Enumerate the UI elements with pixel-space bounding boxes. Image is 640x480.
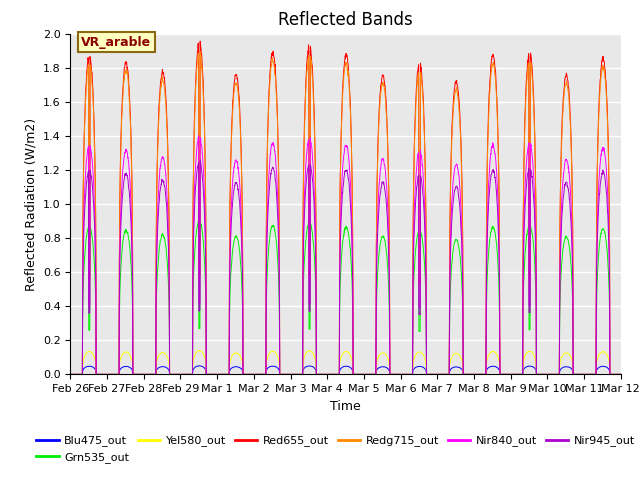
- Grn535_out: [584, 372, 591, 377]
- Nir840_out: [568, 246, 576, 252]
- Grn535_out: [220, 372, 228, 377]
- Nir840_out: [67, 372, 74, 377]
- Red655_out: [67, 372, 74, 377]
- Red655_out: [362, 372, 369, 377]
- Line: Redg715_out: Redg715_out: [70, 52, 621, 374]
- Line: Nir945_out: Nir945_out: [70, 160, 621, 374]
- Yel580_out: [568, 359, 576, 365]
- Nir945_out: [362, 372, 369, 377]
- Red655_out: [220, 372, 228, 377]
- Nir945_out: [584, 372, 591, 377]
- Nir840_out: [374, 215, 381, 221]
- Nir945_out: [196, 157, 204, 163]
- Text: VR_arable: VR_arable: [81, 36, 152, 48]
- Yel580_out: [617, 372, 625, 377]
- Nir840_out: [584, 372, 591, 377]
- Yel580_out: [506, 372, 513, 377]
- Grn535_out: [67, 372, 74, 377]
- Nir840_out: [362, 372, 369, 377]
- Redg715_out: [220, 372, 228, 377]
- Line: Nir840_out: Nir840_out: [70, 136, 621, 374]
- Blu475_out: [220, 372, 228, 377]
- Nir945_out: [67, 372, 74, 377]
- Y-axis label: Reflected Radiation (W/m2): Reflected Radiation (W/m2): [24, 118, 37, 290]
- Grn535_out: [374, 271, 381, 276]
- Blu475_out: [196, 363, 204, 369]
- Redg715_out: [196, 49, 204, 55]
- Grn535_out: [362, 372, 369, 377]
- Blu475_out: [584, 372, 591, 377]
- Nir945_out: [506, 372, 513, 377]
- Grn535_out: [617, 372, 625, 377]
- Yel580_out: [584, 372, 591, 377]
- Grn535_out: [506, 372, 513, 377]
- Redg715_out: [617, 372, 625, 377]
- Red655_out: [196, 38, 204, 44]
- Nir945_out: [220, 372, 228, 377]
- Red655_out: [374, 153, 381, 159]
- X-axis label: Time: Time: [330, 400, 361, 413]
- Nir840_out: [506, 372, 513, 377]
- Legend: Blu475_out, Grn535_out, Yel580_out, Red655_out, Redg715_out, Nir840_out, Nir945_: Blu475_out, Grn535_out, Yel580_out, Red6…: [32, 431, 639, 468]
- Nir945_out: [374, 231, 381, 237]
- Redg715_out: [584, 372, 591, 377]
- Yel580_out: [362, 372, 369, 377]
- Yel580_out: [374, 356, 381, 361]
- Nir945_out: [617, 372, 625, 377]
- Blu475_out: [374, 366, 381, 372]
- Red655_out: [506, 372, 513, 377]
- Red655_out: [568, 194, 576, 200]
- Red655_out: [584, 372, 591, 377]
- Blu475_out: [568, 367, 576, 373]
- Grn535_out: [568, 290, 576, 296]
- Blu475_out: [67, 372, 74, 377]
- Nir945_out: [568, 258, 576, 264]
- Nir840_out: [617, 372, 625, 377]
- Line: Grn535_out: Grn535_out: [70, 221, 621, 374]
- Redg715_out: [568, 203, 576, 209]
- Redg715_out: [506, 372, 513, 377]
- Nir840_out: [195, 133, 202, 139]
- Blu475_out: [362, 372, 369, 377]
- Yel580_out: [220, 372, 228, 377]
- Blu475_out: [506, 372, 513, 377]
- Line: Red655_out: Red655_out: [70, 41, 621, 374]
- Blu475_out: [617, 372, 625, 377]
- Title: Reflected Bands: Reflected Bands: [278, 11, 413, 29]
- Yel580_out: [67, 372, 74, 377]
- Line: Blu475_out: Blu475_out: [70, 366, 621, 374]
- Nir840_out: [220, 372, 228, 377]
- Yel580_out: [195, 348, 203, 353]
- Redg715_out: [374, 160, 381, 166]
- Redg715_out: [362, 372, 369, 377]
- Line: Yel580_out: Yel580_out: [70, 350, 621, 374]
- Redg715_out: [67, 372, 74, 377]
- Red655_out: [617, 372, 625, 377]
- Grn535_out: [195, 218, 202, 224]
